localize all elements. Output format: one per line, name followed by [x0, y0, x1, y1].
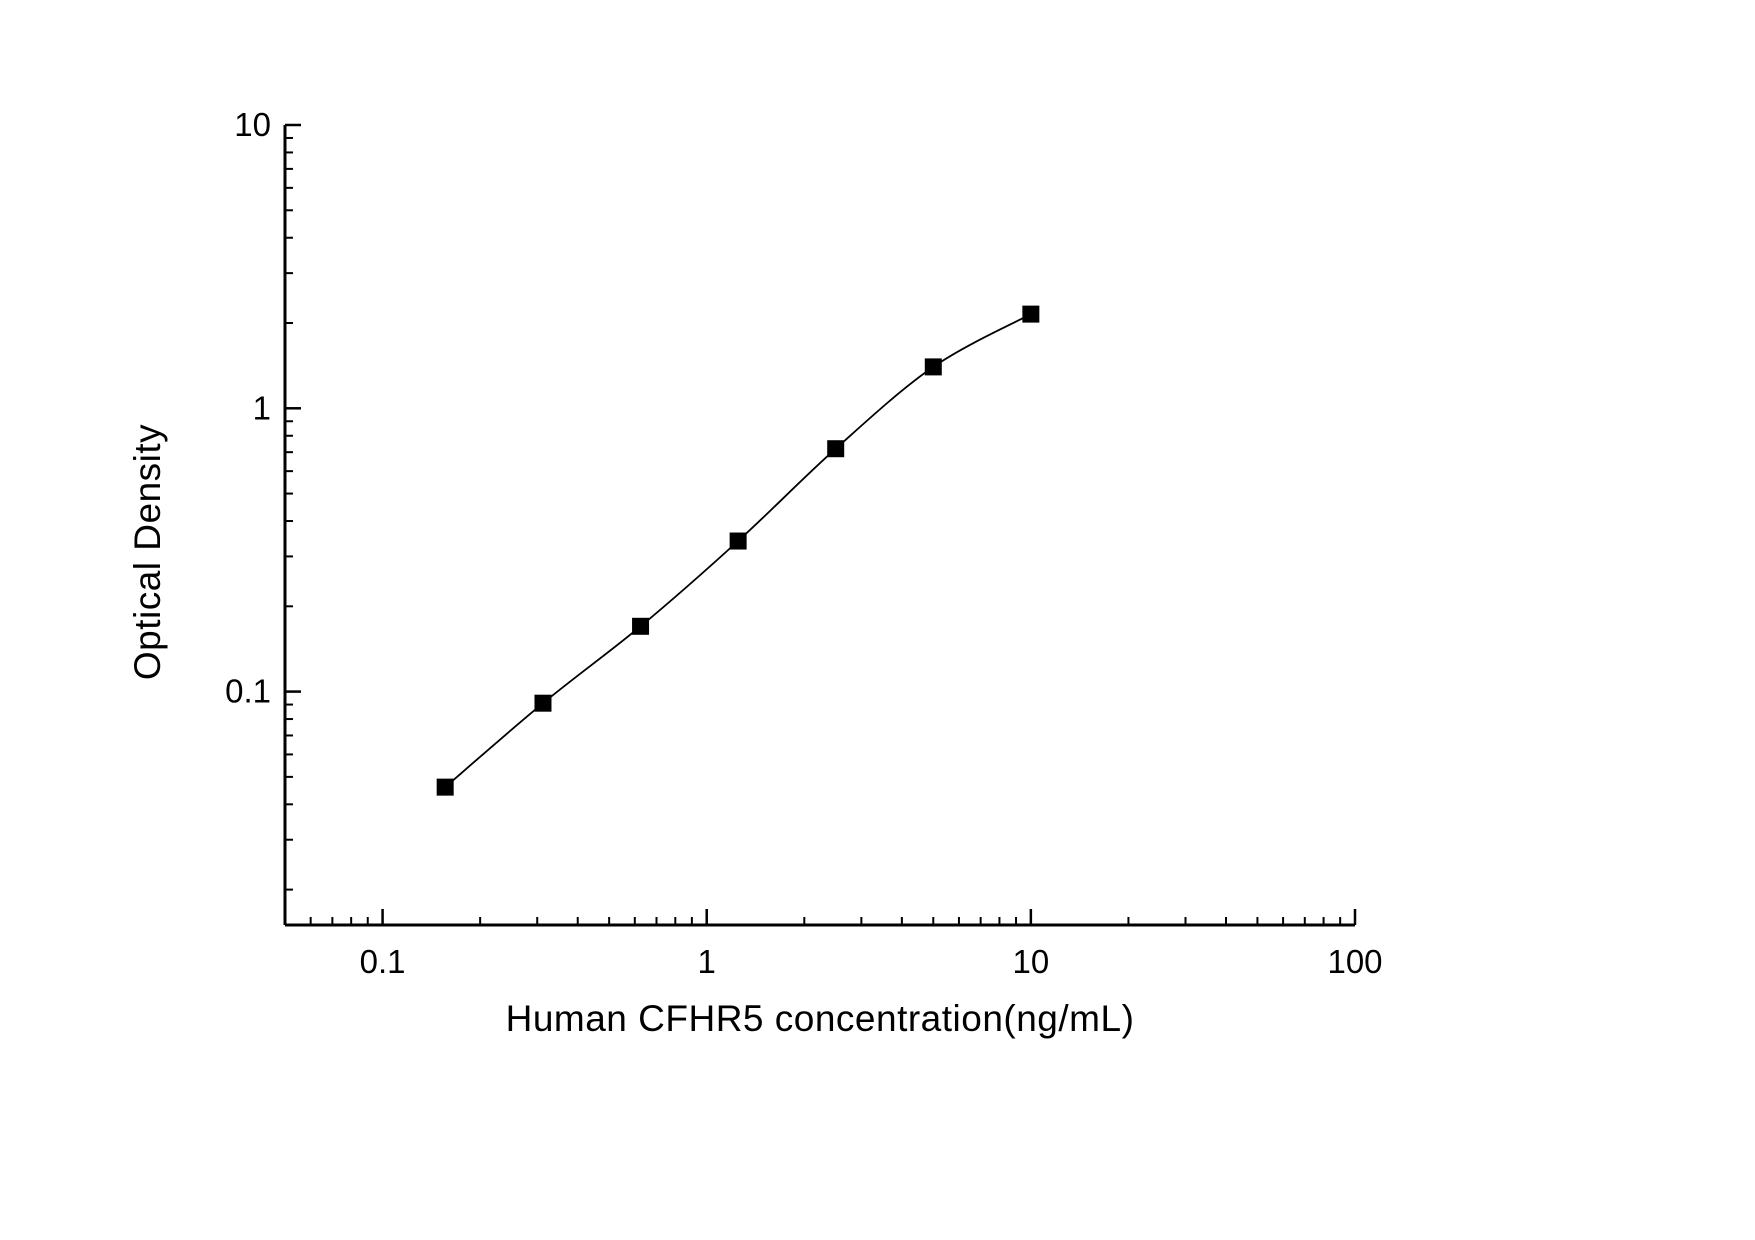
data-point-marker [534, 694, 552, 712]
y-tick-label: 10 [234, 106, 271, 143]
data-point-marker [436, 778, 454, 796]
data-point-marker [632, 617, 650, 635]
data-point-marker [924, 358, 942, 376]
x-axis-title: Human CFHR5 concentration(ng/mL) [505, 998, 1135, 1039]
y-tick-label: 1 [253, 389, 271, 426]
data-point-marker [1022, 305, 1040, 323]
x-tick-label: 10 [1012, 943, 1049, 980]
y-axis-title: Optical Density [127, 423, 168, 681]
x-tick-label: 1 [698, 943, 716, 980]
data-point-marker [827, 440, 845, 458]
standard-curve-line [444, 313, 1032, 788]
x-tick-label: 100 [1327, 943, 1382, 980]
data-point-marker [729, 532, 747, 550]
x-tick-label: 0.1 [360, 943, 406, 980]
y-tick-label: 0.1 [225, 673, 271, 710]
